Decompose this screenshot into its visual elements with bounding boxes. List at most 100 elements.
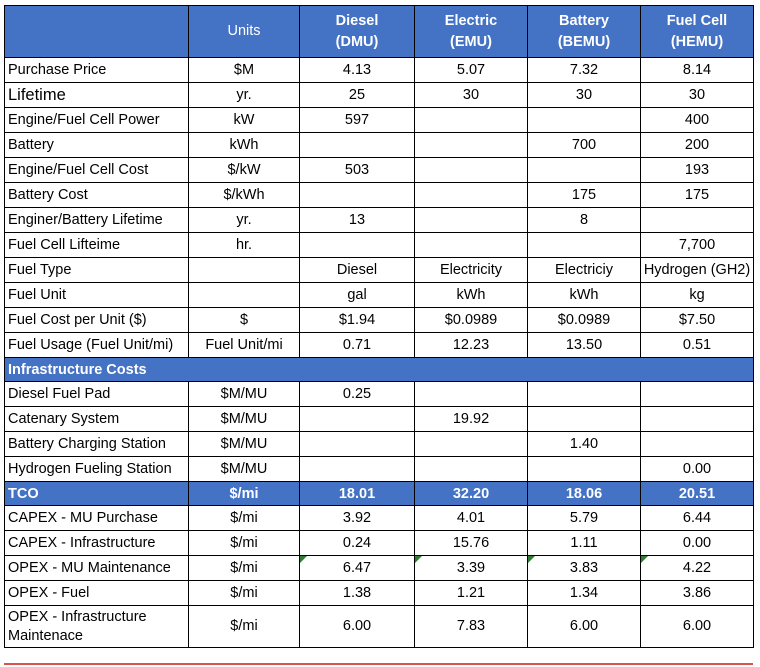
cell-fuel-cell	[640, 381, 754, 407]
cell-diesel: 25	[299, 82, 415, 108]
header-diesel: Diesel (DMU)	[299, 5, 415, 58]
row-capex-infrastructure: CAPEX - Infrastructure $/mi 0.24 15.76 1…	[4, 530, 754, 556]
cell-battery: 1.11	[527, 530, 641, 556]
row-fuel-type: Fuel Type Diesel Electricity Electriciy …	[4, 257, 754, 283]
header-blank-cell	[4, 5, 189, 58]
row-engine-battery-lifetime: Enginer/Battery Lifetime yr. 13 8	[4, 207, 754, 233]
row-opex-mu-maintenance: OPEX - MU Maintenance $/mi 6.47 3.39 3.8…	[4, 555, 754, 581]
row-label: Fuel Unit	[4, 282, 189, 308]
row-battery-cost: Battery Cost $/kWh 175 175	[4, 182, 754, 208]
row-label: Battery Charging Station	[4, 431, 189, 457]
cell-diesel	[299, 232, 415, 258]
row-label: Battery	[4, 132, 189, 158]
bottom-divider	[4, 663, 753, 665]
row-unit: $/kWh	[188, 182, 300, 208]
cell-electric: $0.0989	[414, 307, 528, 333]
row-catenary-system: Catenary System $M/MU 19.92	[4, 406, 754, 432]
cell-fuel-cell: $7.50	[640, 307, 754, 333]
cell-battery: 13.50	[527, 332, 641, 358]
cell-diesel: 503	[299, 157, 415, 183]
row-label: Purchase Price	[4, 57, 189, 83]
row-unit: kWh	[188, 132, 300, 158]
tco-battery: 18.06	[527, 481, 641, 506]
row-unit: hr.	[188, 232, 300, 258]
row-unit: $/mi	[188, 605, 300, 648]
row-battery-charging-station: Battery Charging Station $M/MU 1.40	[4, 431, 754, 457]
row-unit: $M/MU	[188, 431, 300, 457]
cell-battery: 5.79	[527, 505, 641, 531]
cell-battery: 175	[527, 182, 641, 208]
cell-diesel: 6.00	[299, 605, 415, 648]
row-unit: yr.	[188, 207, 300, 233]
cell-fuel-cell: 7,700	[640, 232, 754, 258]
cell-electric	[414, 107, 528, 133]
header-electric: Electric (EMU)	[414, 5, 528, 58]
cell-fuel-cell: 200	[640, 132, 754, 158]
cell-diesel	[299, 456, 415, 482]
row-label: Lifetime	[4, 82, 189, 108]
cell-electric: 3.39	[414, 555, 528, 581]
cell-battery	[527, 232, 641, 258]
header-row: Units Diesel (DMU) Electric (EMU) Battery(…	[4, 5, 754, 58]
cell-battery	[527, 406, 641, 432]
row-label: Fuel Cost per Unit ($)	[4, 307, 189, 333]
cell-fuel-cell: 6.00	[640, 605, 754, 648]
cell-diesel: 3.92	[299, 505, 415, 531]
row-unit: $M/MU	[188, 406, 300, 432]
cell-battery	[527, 381, 641, 407]
cell-fuel-cell: Hydrogen (GH2)	[640, 257, 754, 283]
row-label: Fuel Type	[4, 257, 189, 283]
cell-battery: 1.34	[527, 580, 641, 606]
cell-fuel-cell	[640, 207, 754, 233]
row-unit: Fuel Unit/mi	[188, 332, 300, 358]
row-unit: $M	[188, 57, 300, 83]
tco-label: TCO	[4, 481, 189, 506]
error-indicator-icon	[528, 556, 535, 563]
row-opex-infrastructure-maintenance: OPEX - Infrastructure Maintenace $/mi 6.0…	[4, 605, 754, 648]
row-fuel-unit: Fuel Unit gal kWh kWh kg	[4, 282, 754, 308]
cell-diesel: 0.24	[299, 530, 415, 556]
row-battery: Battery kWh 700 200	[4, 132, 754, 158]
row-label: CAPEX - Infrastructure	[4, 530, 189, 556]
cell-diesel: 4.13	[299, 57, 415, 83]
cell-battery	[527, 157, 641, 183]
row-label: OPEX - MU Maintenance	[4, 555, 189, 581]
row-opex-fuel: OPEX - Fuel $/mi 1.38 1.21 1.34 3.86	[4, 580, 754, 606]
cell-battery: $0.0989	[527, 307, 641, 333]
cell-fuel-cell: 0.51	[640, 332, 754, 358]
cell-diesel: 0.71	[299, 332, 415, 358]
cell-fuel-cell: 400	[640, 107, 754, 133]
cell-electric: 1.21	[414, 580, 528, 606]
cell-electric: kWh	[414, 282, 528, 308]
section-title: Infrastructure Costs	[4, 357, 754, 382]
cell-battery: 700	[527, 132, 641, 158]
cell-battery: 7.32	[527, 57, 641, 83]
row-label: CAPEX - MU Purchase	[4, 505, 189, 531]
row-label: OPEX - Fuel	[4, 580, 189, 606]
cell-fuel-cell: kg	[640, 282, 754, 308]
row-engine-fuel-cell-cost: Engine/Fuel Cell Cost $/kW 503 193	[4, 157, 754, 183]
cell-battery: Electriciy	[527, 257, 641, 283]
row-unit: kW	[188, 107, 300, 133]
error-indicator-icon	[641, 556, 648, 563]
cell-electric	[414, 232, 528, 258]
error-indicator-icon	[300, 556, 307, 563]
cell-electric: 5.07	[414, 57, 528, 83]
cell-fuel-cell: 175	[640, 182, 754, 208]
cell-battery	[527, 456, 641, 482]
row-label: Engine/Fuel Cell Cost	[4, 157, 189, 183]
header-battery: Battery (BEMU)	[527, 5, 641, 58]
row-unit: $M/MU	[188, 456, 300, 482]
cell-fuel-cell: 4.22	[640, 555, 754, 581]
error-indicator-icon	[415, 556, 422, 563]
row-label: Battery Cost	[4, 182, 189, 208]
tco-electric: 32.20	[414, 481, 528, 506]
tco-comparison-table: Units Diesel (DMU) Electric (EMU) Battery(…	[4, 5, 754, 648]
row-label: Engine/Fuel Cell Power	[4, 107, 189, 133]
cell-electric: 30	[414, 82, 528, 108]
row-unit: yr.	[188, 82, 300, 108]
row-fuel-cell-lifetime: Fuel Cell Lifteime hr. 7,700	[4, 232, 754, 258]
tco-diesel: 18.01	[299, 481, 415, 506]
cell-fuel-cell: 0.00	[640, 530, 754, 556]
cell-diesel	[299, 132, 415, 158]
